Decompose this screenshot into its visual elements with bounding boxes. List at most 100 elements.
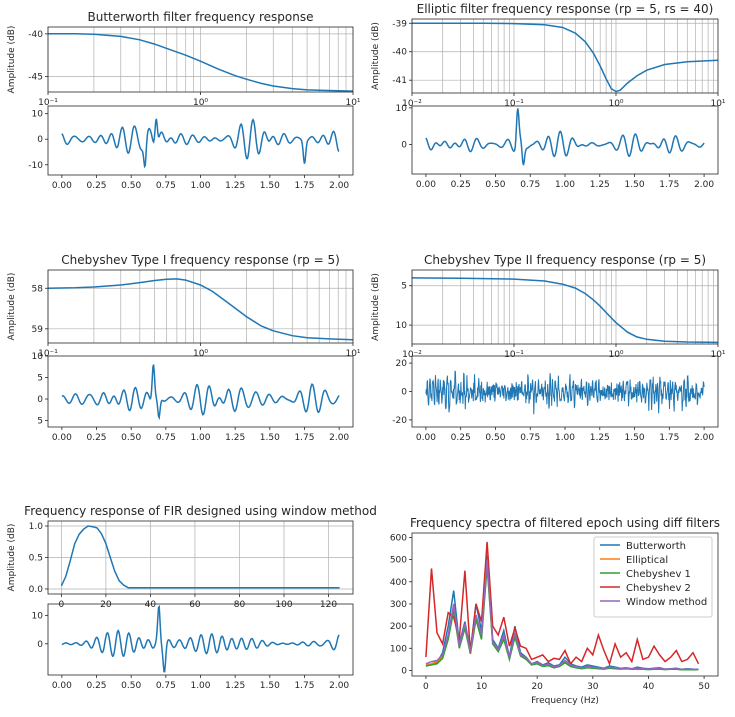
x-tick-label: 1.25 — [590, 180, 610, 190]
x-tick-label: 1.50 — [260, 681, 280, 691]
x-tick-label: 2.00 — [329, 181, 349, 191]
x-tick-label: 0.75 — [520, 180, 540, 190]
y-tick-label: 10 — [32, 611, 44, 621]
x-tick-label: 10⁰ — [193, 349, 208, 359]
grid-lines — [411, 19, 718, 93]
x-tick-label: 10⁻¹ — [504, 350, 524, 360]
x-tick-label: 1.00 — [190, 433, 210, 443]
y-tick-label: 5 — [37, 417, 43, 427]
x-tick-label: 1.00 — [555, 180, 575, 190]
x-tick-label: 0.25 — [86, 433, 106, 443]
y-tick-label: 0 — [401, 666, 407, 676]
legend-label: Elliptical — [626, 555, 668, 566]
y-axis-label: Amplitude (dB) — [371, 22, 381, 90]
x-tick-label: 0.50 — [121, 433, 141, 443]
y-tick-label: 10 — [32, 352, 44, 362]
x-tick-label: 1.25 — [225, 433, 245, 443]
chart-title: Butterworth filter frequency response — [87, 10, 313, 24]
signal-line — [425, 108, 705, 166]
y-tick-label: 0.5 — [29, 554, 43, 564]
chart-butter_sig: 0.00 0.25 0.50 0.75 1.00 1.25 1.50 1.75 2.00 10 0 -… — [28, 105, 354, 191]
chart-cheby2_sig: 0.00 0.25 0.50 0.75 1.00 1.25 1.50 1.75 2.00 20 0 -… — [392, 355, 719, 443]
y-tick-label: 0 — [401, 388, 407, 398]
legend-box — [593, 536, 713, 618]
x-tick-label: 0.00 — [52, 433, 72, 443]
y-axis-label: Amplitude (dB) — [7, 524, 17, 592]
chart-ellip_freq: 10⁻² 10⁻¹ 10⁰ 10¹ -39 -40 -41 Elliptic filter f… — [371, 2, 726, 109]
response-line — [412, 22, 718, 93]
x-tick-label: 1.50 — [625, 180, 645, 190]
y-tick-label: 58 — [32, 284, 44, 294]
chart-cheby1_sig: 0.00 0.25 0.50 0.75 1.00 1.25 1.50 1.75 2.00 10 5 0… — [32, 352, 354, 443]
x-tick-label: 50 — [698, 682, 710, 692]
grid-lines — [47, 270, 353, 343]
x-tick-label: 20 — [100, 600, 112, 610]
signal-line — [61, 364, 340, 421]
legend: Butterworth Elliptical Chebyshev 1 Chebyshe… — [593, 536, 713, 618]
y-tick-label: 20 — [396, 359, 408, 369]
chart-title: Frequency response of FIR designed using… — [24, 504, 377, 518]
signal-line — [61, 118, 340, 169]
x-tick-label: 10⁰ — [193, 98, 208, 108]
x-tick-label: 80 — [234, 600, 246, 610]
x-tick-label: 100 — [275, 600, 292, 610]
y-tick-label: -40 — [28, 30, 43, 40]
x-tick-label: 10¹ — [345, 98, 360, 108]
x-tick-label: 1.50 — [260, 181, 280, 191]
x-tick-label: 0.00 — [416, 180, 436, 190]
x-tick-label: 10 — [476, 682, 488, 692]
y-tick-label: 300 — [390, 600, 407, 610]
x-tick-label: 60 — [189, 600, 201, 610]
x-tick-label: 0.25 — [86, 181, 106, 191]
y-tick-label: -45 — [28, 73, 43, 83]
x-tick-label: 0.00 — [52, 181, 72, 191]
x-tick-label: 0.50 — [121, 181, 141, 191]
x-tick-label: 1.25 — [590, 433, 610, 443]
chart-ellip_sig: 0.00 0.25 0.50 0.75 1.00 1.25 1.50 1.75 2.00 10 0 — [396, 104, 719, 190]
y-tick-label: 5 — [401, 282, 407, 292]
axes-frame — [411, 18, 719, 94]
x-tick-label: 10⁰ — [608, 99, 623, 109]
y-tick-label: 10 — [396, 104, 408, 114]
response-line — [48, 33, 353, 92]
x-tick-label: 2.00 — [694, 180, 714, 190]
x-tick-label: 120 — [320, 600, 337, 610]
x-tick-label: 10⁻² — [402, 99, 422, 109]
axes-frame — [411, 532, 719, 677]
x-tick-label: 0.25 — [451, 180, 471, 190]
chart-title: Chebyshev Type I frequency response (rp … — [61, 253, 340, 267]
y-tick-label: 400 — [390, 578, 407, 588]
x-tick-label: 1.75 — [294, 433, 314, 443]
x-tick-label: 1.50 — [625, 433, 645, 443]
x-tick-label: 0.50 — [485, 433, 505, 443]
x-tick-label: 2.00 — [329, 433, 349, 443]
y-axis-label: Amplitude (dB) — [7, 273, 17, 341]
y-tick-label: -39 — [392, 19, 407, 29]
chart-cheby2_freq: 10⁻² 10⁻¹ 10⁰ 10¹ 5 10 Chebyshev Type II frequ… — [371, 253, 726, 360]
grid-lines — [411, 270, 718, 344]
y-tick-label: 0 — [401, 141, 407, 151]
y-tick-label: 1.0 — [29, 522, 44, 532]
y-tick-label: -20 — [392, 416, 407, 426]
x-tick-label: 0.75 — [156, 433, 176, 443]
grid-lines — [47, 27, 353, 92]
y-tick-label: 10 — [32, 110, 44, 120]
y-tick-label: 0.0 — [29, 585, 44, 595]
x-tick-label: 10⁻¹ — [38, 349, 58, 359]
x-tick-label: 2.00 — [694, 433, 714, 443]
x-tick-label: 0.50 — [485, 180, 505, 190]
x-tick-label: 1.00 — [190, 681, 210, 691]
legend-label: Butterworth — [626, 541, 686, 552]
signal-line — [61, 604, 340, 673]
x-tick-label: 1.25 — [225, 681, 245, 691]
x-tick-label: 1.25 — [225, 181, 245, 191]
y-tick-label: -10 — [28, 161, 43, 171]
legend-label: Window method — [626, 597, 707, 608]
axes-frame — [411, 269, 719, 345]
x-tick-label: 10¹ — [710, 350, 725, 360]
x-tick-label: 1.75 — [294, 681, 314, 691]
chart-fir_freq: 0 20 40 60 80 100 120 0.0 0.5 1.0 Frequency respon… — [7, 504, 377, 610]
chart-butter_freq: 10⁻¹ 10⁰ 10¹ -40 -45 Butterworth filter frequ… — [7, 10, 361, 108]
y-axis-label: Amplitude (dB) — [7, 26, 17, 94]
